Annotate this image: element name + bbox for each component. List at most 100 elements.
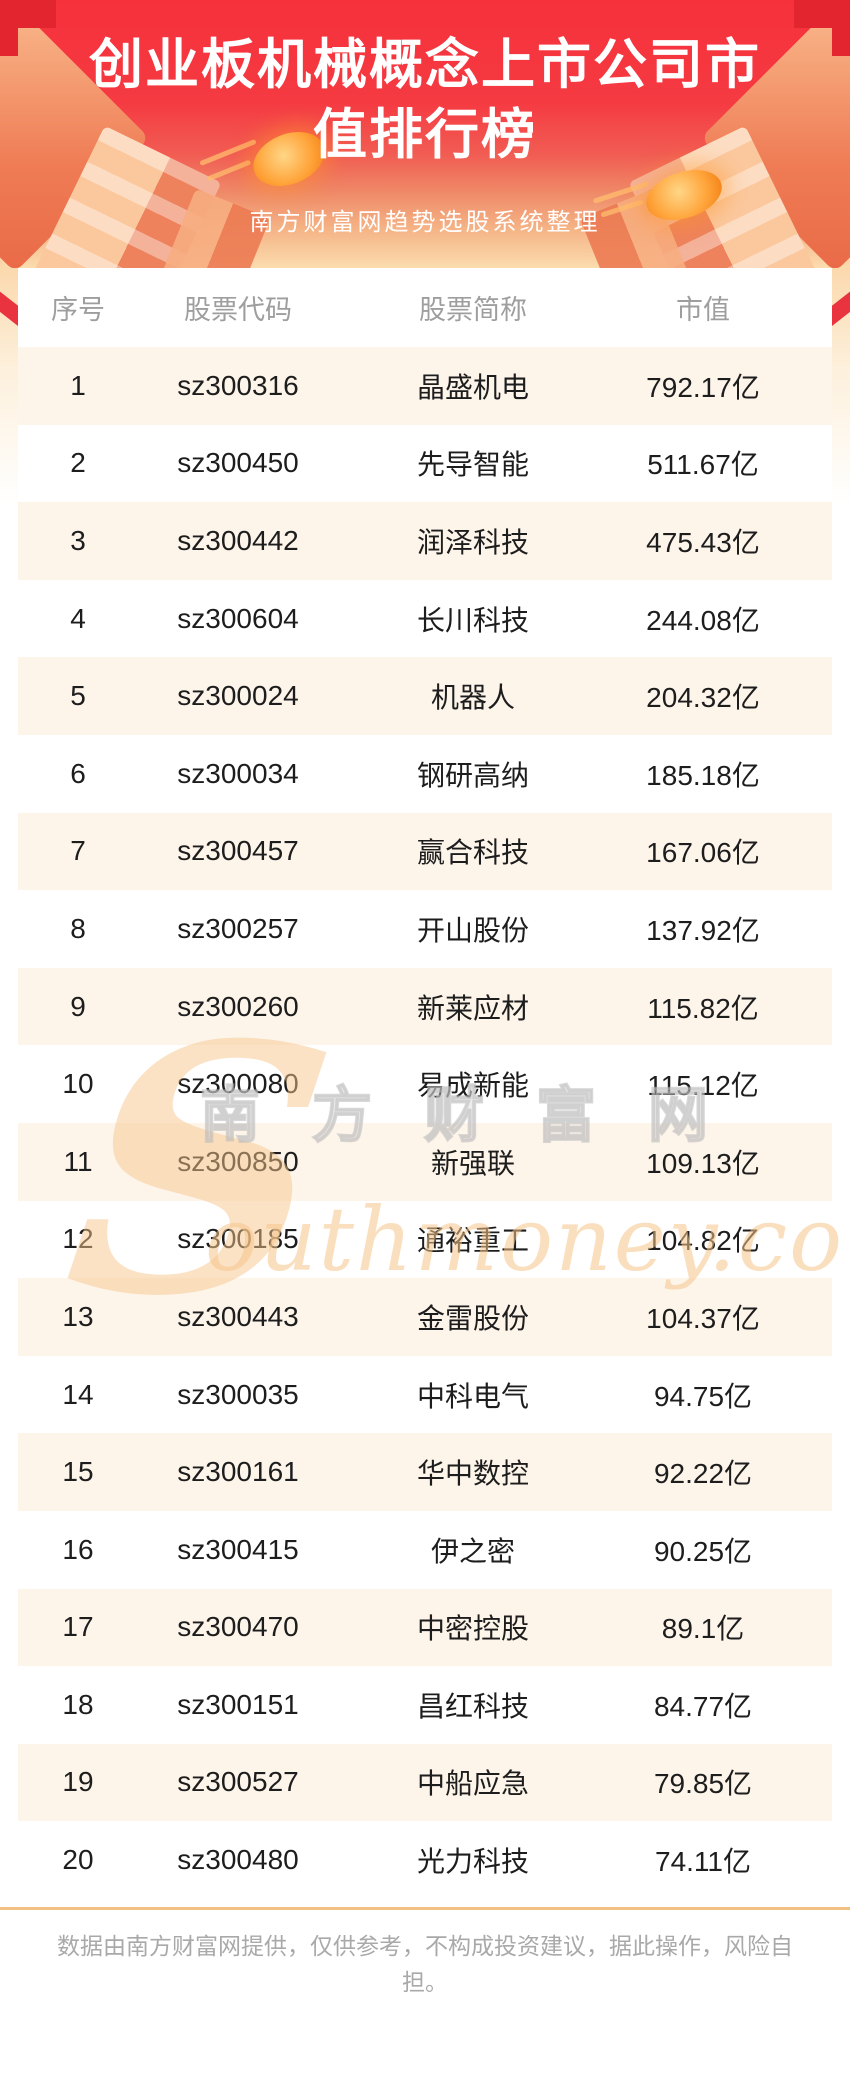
code-cell: sz300850	[177, 1145, 299, 1177]
code-cell: sz300450	[177, 447, 299, 479]
name-cell: 新莱应材	[416, 992, 529, 1024]
name-cell: 中船应急	[416, 1768, 529, 1800]
rank-cell: 6	[70, 757, 86, 789]
name-cell: 中密控股	[416, 1613, 529, 1645]
table-row: 5 sz300024 机器人 204.32亿	[18, 657, 832, 735]
code-cell: sz300470	[177, 1611, 299, 1643]
table-row: 18 sz300151 昌红科技 84.77亿	[18, 1666, 832, 1744]
rank-cell: 7	[70, 835, 86, 867]
code-cell: sz300185	[177, 1223, 299, 1255]
rank-cell: 4	[70, 602, 86, 634]
table-row: 9 sz300260 新莱应材 115.82亿	[18, 967, 832, 1046]
rank-cell: 8	[70, 912, 86, 944]
code-cell: sz300604	[177, 602, 299, 634]
rank-cell: 14	[62, 1378, 94, 1410]
name-cell: 赢合科技	[416, 837, 529, 869]
value-cell: 115.82亿	[647, 992, 759, 1024]
code-cell: sz300161	[177, 1456, 299, 1488]
page-title: 创业板机械概念上市公司市值排行榜	[89, 35, 761, 165]
name-cell: 中科电气	[416, 1380, 529, 1412]
rank-cell: 2	[70, 447, 86, 479]
table-row: 4 sz300604 长川科技 244.08亿	[18, 580, 832, 658]
rank-cell: 20	[62, 1844, 94, 1876]
code-cell: sz300035	[177, 1378, 299, 1410]
rank-cell: 9	[70, 990, 86, 1022]
table-row: 16 sz300415 伊之密 90.25亿	[18, 1511, 832, 1589]
table-row: 7 sz300457 赢合科技 167.06亿	[18, 812, 832, 891]
code-cell: sz300034	[177, 757, 299, 789]
name-cell: 光力科技	[416, 1846, 529, 1878]
table-row: 15 sz300161 华中数控 92.22亿	[18, 1433, 832, 1511]
table-row: 3 sz300442 润泽科技 475.43亿	[18, 502, 832, 580]
table-row: 8 sz300257 开山股份 137.92亿	[18, 890, 832, 968]
rank-cell: 17	[62, 1611, 94, 1643]
disclaimer-text: 数据由南方财富网提供，仅供参考，不构成投资建议，据此操作，风险自担。	[57, 1933, 793, 1995]
name-cell: 通裕重工	[416, 1225, 529, 1257]
code-cell: sz300443	[177, 1300, 299, 1332]
name-cell: 开山股份	[416, 914, 529, 946]
value-cell: 104.82亿	[646, 1225, 760, 1257]
value-cell: 90.25亿	[653, 1535, 753, 1567]
value-cell: 89.1亿	[661, 1613, 745, 1645]
rank-cell: 11	[63, 1145, 93, 1177]
page-subtitle: 南方财富网趋势选股系统整理	[249, 209, 601, 236]
table-row: 20 sz300480 光力科技 74.11亿	[18, 1821, 832, 1899]
name-cell: 金雷股份	[416, 1302, 529, 1334]
value-cell: 79.85亿	[653, 1768, 753, 1800]
value-cell: 792.17亿	[646, 371, 760, 403]
name-cell: 机器人	[430, 682, 515, 714]
code-cell: sz300260	[177, 990, 299, 1022]
table-row: 13 sz300443 金雷股份 104.37亿	[18, 1278, 832, 1356]
code-cell: sz300257	[177, 912, 299, 944]
name-cell: 钢研高纳	[416, 759, 529, 791]
value-cell: 185.18亿	[646, 759, 760, 791]
rank-cell: 16	[62, 1533, 94, 1565]
value-cell: 104.37亿	[646, 1302, 760, 1334]
table-row: 12 sz300185 通裕重工 104.82亿	[18, 1201, 832, 1279]
code-cell: sz300480	[177, 1844, 299, 1876]
footer-divider	[0, 1907, 850, 1910]
value-cell: 244.08亿	[646, 604, 760, 636]
value-cell: 511.67亿	[647, 449, 759, 481]
name-cell: 伊之密	[430, 1535, 515, 1567]
gutter-fade-right	[832, 268, 850, 518]
rank-cell: 13	[62, 1300, 94, 1332]
name-cell: 润泽科技	[416, 526, 529, 558]
name-cell: 新强联	[430, 1147, 515, 1179]
value-cell: 204.32亿	[646, 682, 760, 714]
rank-cell: 1	[70, 369, 86, 401]
value-cell: 167.06亿	[646, 837, 760, 869]
column-header-rank: 序号	[51, 295, 105, 325]
table-header-row: 序号 股票代码 股票简称 市值	[18, 268, 832, 347]
table-row: 2 sz300450 先导智能 511.67亿	[18, 425, 832, 503]
hero-banner: 创业板机械概念上市公司市值排行榜 南方财富网趋势选股系统整理	[0, 0, 850, 268]
code-cell: sz300151	[177, 1688, 299, 1720]
rank-cell: 10	[62, 1068, 94, 1100]
value-cell: 109.13亿	[646, 1147, 760, 1179]
name-cell: 华中数控	[416, 1458, 529, 1490]
value-cell: 92.22亿	[653, 1458, 753, 1490]
value-cell: 84.77亿	[653, 1690, 753, 1722]
rank-cell: 12	[62, 1223, 94, 1255]
name-cell: 晶盛机电	[416, 371, 529, 403]
value-cell: 74.11亿	[655, 1846, 751, 1878]
name-cell: 易成新能	[416, 1070, 529, 1102]
column-header-value: 市值	[676, 295, 730, 325]
rank-cell: 15	[62, 1456, 94, 1488]
table-row: 19 sz300527 中船应急 79.85亿	[18, 1743, 832, 1822]
value-cell: 115.12亿	[647, 1070, 759, 1102]
rank-cell: 3	[70, 524, 86, 556]
code-cell: sz300316	[177, 369, 299, 401]
value-cell: 475.43亿	[646, 526, 760, 558]
column-header-name: 股票简称	[419, 295, 527, 325]
code-cell: sz300457	[177, 835, 299, 867]
rank-cell: 19	[62, 1766, 94, 1798]
value-cell: 94.75亿	[653, 1380, 753, 1412]
column-header-code: 股票代码	[184, 295, 292, 325]
rank-cell: 5	[70, 680, 86, 712]
code-cell: sz300024	[177, 680, 299, 712]
code-cell: sz300415	[177, 1533, 299, 1565]
code-cell: sz300080	[177, 1068, 299, 1100]
code-cell: sz300442	[177, 524, 299, 556]
